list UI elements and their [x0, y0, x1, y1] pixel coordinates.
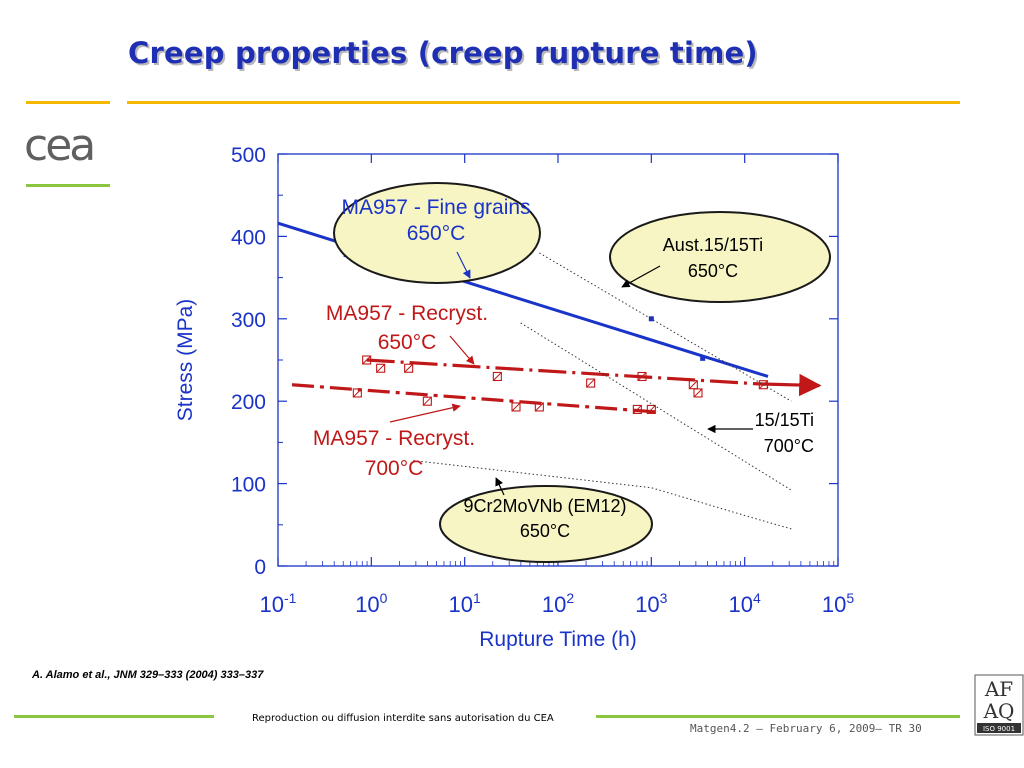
series-3	[539, 252, 792, 402]
annotation-arrow	[456, 251, 471, 279]
annotation-arrow	[621, 265, 661, 288]
annotation-3: MA957 - Recryst. 700°C	[313, 403, 475, 480]
annotation-ellipse	[609, 211, 831, 303]
data-point	[758, 380, 768, 390]
data-point	[586, 378, 596, 388]
y-tick-label: 100	[231, 474, 266, 497]
y-tick-label: 0	[254, 556, 266, 579]
annotation-ellipse	[439, 485, 653, 563]
cea-logo-text: cea	[24, 122, 93, 171]
annotation-arrow	[449, 335, 475, 365]
data-point	[362, 355, 372, 365]
citation: A. Alamo et al., JNM 329–333 (2004) 333–…	[32, 669, 264, 681]
y-tick-label: 500	[231, 144, 266, 167]
fit-line	[366, 358, 759, 386]
data-point	[632, 404, 642, 414]
series-2	[291, 383, 657, 414]
footer-slide-info: Matgen4.2 – February 6, 2009– TR 30	[690, 722, 922, 735]
annotation-sublabel: 650°C	[378, 331, 437, 354]
data-point	[693, 388, 703, 398]
annotation-sublabel: 650°C	[688, 261, 738, 281]
logo-rule-green	[26, 184, 110, 187]
annotation-1: Aust.15/15Ti 650°C	[609, 211, 831, 303]
data-point	[422, 396, 432, 406]
x-tick-label: 100	[355, 590, 387, 617]
data-point	[700, 355, 706, 361]
annotation-arrow	[389, 403, 461, 423]
annotation-label: Aust.15/15Ti	[663, 235, 763, 255]
x-tick-label: 102	[542, 590, 574, 617]
series-1	[362, 355, 822, 398]
annotation-label: 15/15Ti	[755, 410, 814, 430]
annotation-0: MA957 - Fine grains 650°C	[333, 182, 541, 284]
annotation-sublabel: 700°C	[764, 436, 814, 456]
y-tick-label: 400	[231, 226, 266, 249]
footer-disclaimer: Reproduction ou diffusion interdite sans…	[252, 713, 554, 724]
data-point	[404, 363, 414, 373]
data-point	[352, 388, 362, 398]
annotation-arrow	[495, 477, 505, 496]
data-point	[646, 404, 656, 414]
data-point	[648, 316, 654, 322]
y-tick-label: 300	[231, 309, 266, 332]
fit-line	[539, 252, 792, 402]
data-point	[376, 363, 386, 373]
x-tick-label: 10-1	[260, 590, 297, 617]
badge-line1: AF	[984, 677, 1013, 701]
annotation-4: 15/15Ti 700°C	[707, 410, 814, 456]
runout-arrow	[758, 373, 822, 397]
annotation-2: MA957 - Recryst. 650°C	[326, 302, 488, 365]
footer-rule-left	[14, 715, 214, 718]
cea-logo: cea	[24, 122, 96, 171]
footer-rule-right	[596, 715, 960, 718]
fit-line	[413, 460, 792, 530]
x-axis-label: Rupture Time (h)	[479, 628, 637, 650]
annotation-label: MA957 - Fine grains	[341, 196, 530, 219]
x-tick-label: 103	[635, 590, 667, 617]
badge-line3: ISO 9001	[983, 725, 1015, 733]
fit-line	[291, 383, 657, 414]
series-4	[520, 322, 792, 491]
afaq-iso-badge: AF AQ ISO 9001	[974, 674, 1024, 736]
x-tick-label: 104	[729, 590, 761, 617]
annotation-label: 9Cr2MoVNb (EM12)	[463, 496, 626, 516]
data-point	[534, 402, 544, 412]
series-5	[413, 460, 792, 530]
x-tick-label: 105	[822, 590, 854, 617]
annotation-label: MA957 - Recryst.	[313, 427, 475, 450]
annotation-label: MA957 - Recryst.	[326, 302, 488, 325]
annotation-5: 9Cr2MoVNb (EM12) 650°C	[439, 477, 653, 563]
title-rule-right	[127, 101, 960, 104]
y-tick-label: 200	[231, 391, 266, 414]
data-point	[688, 380, 698, 390]
data-point	[511, 402, 521, 412]
creep-chart: 0 100 200 300 400 500 10-1 100 101 102 103 104 105 Ru…	[174, 144, 854, 650]
annotation-sublabel: 650°C	[520, 521, 570, 541]
badge-line2: AQ	[983, 699, 1015, 723]
annotation-sublabel: 700°C	[365, 457, 424, 480]
data-point	[492, 371, 502, 382]
title-rule-left	[26, 101, 110, 104]
x-tick-label: 101	[449, 590, 481, 617]
annotation-ellipse	[333, 182, 541, 284]
slide-title: Creep properties (creep rupture time)	[128, 36, 758, 70]
annotation-sublabel: 650°C	[407, 222, 466, 245]
fit-line	[520, 322, 792, 491]
data-point	[637, 371, 647, 382]
y-axis-label: Stress (MPa)	[174, 299, 197, 422]
